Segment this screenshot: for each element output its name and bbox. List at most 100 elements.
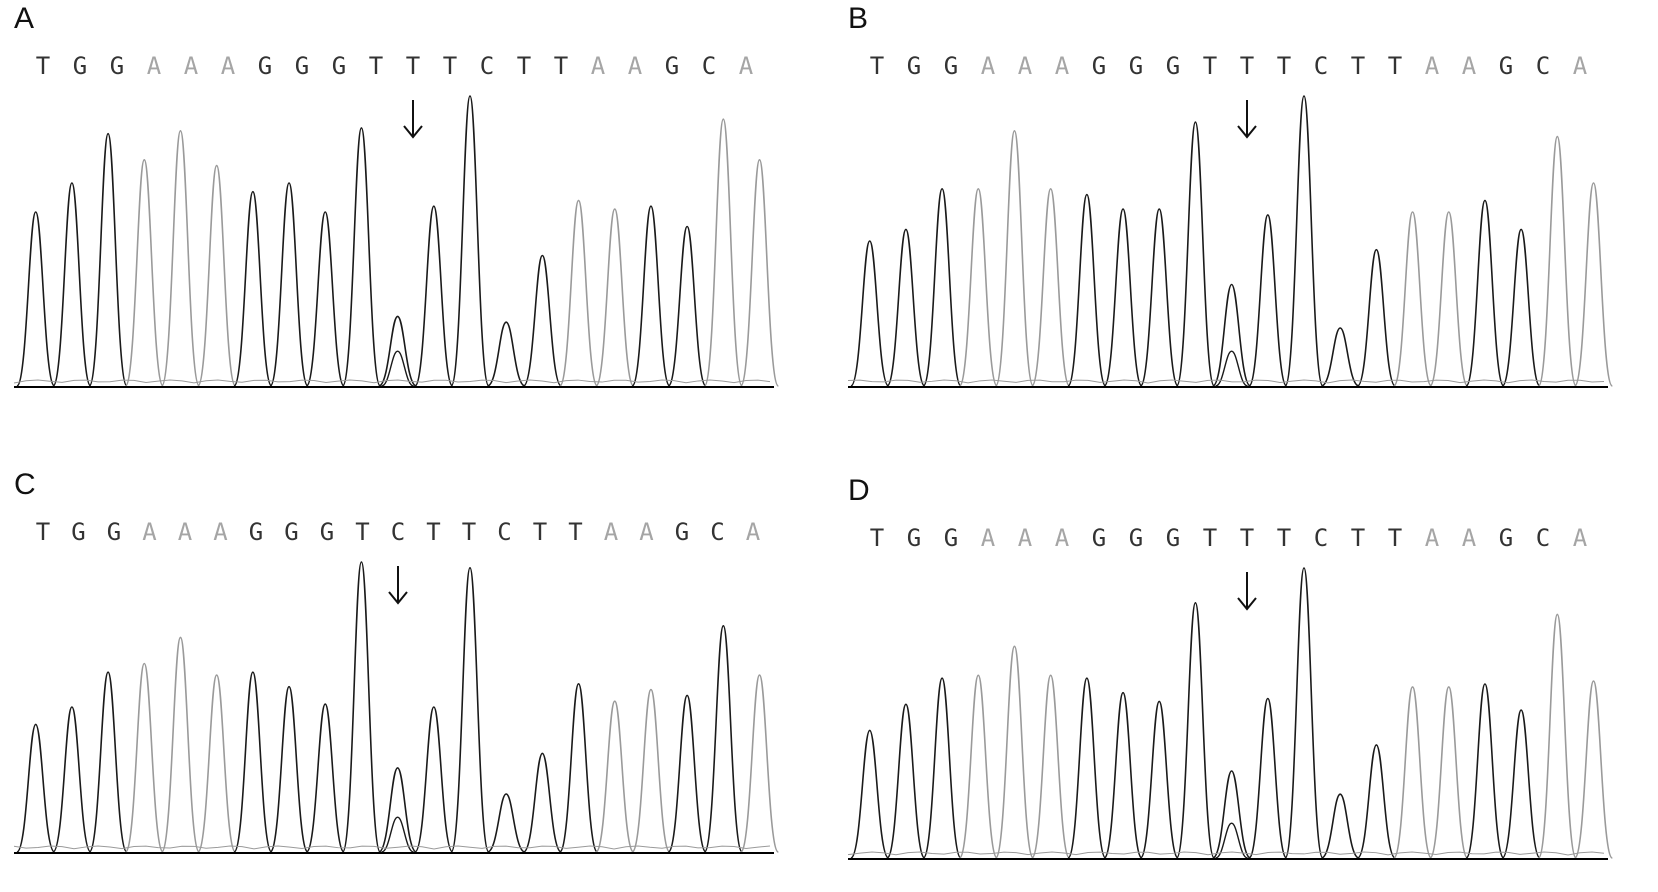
base-b-7: G <box>1128 52 1144 80</box>
peak-a-1 <box>52 182 92 387</box>
base-b-6: G <box>1091 52 1107 80</box>
peak-c-20 <box>739 674 780 853</box>
secondary-peak-c <box>381 816 414 853</box>
base-b-14: T <box>1387 52 1403 80</box>
peak-d-6 <box>1067 677 1107 859</box>
base-c-1: G <box>71 518 86 546</box>
peak-a-10 <box>378 315 417 387</box>
peak-d-18 <box>1501 709 1541 859</box>
peak-b-2 <box>922 187 962 387</box>
base-d-8: G <box>1165 524 1181 552</box>
peak-b-19 <box>1537 135 1577 387</box>
base-a-16: A <box>627 52 643 80</box>
trace-b <box>847 95 1614 388</box>
mutation-arrow-a <box>403 100 423 139</box>
base-c-11: T <box>426 518 441 546</box>
base-a-18: C <box>701 52 717 80</box>
peak-b-17 <box>1465 199 1505 387</box>
trace-d <box>847 567 1614 860</box>
peak-d-20 <box>1573 680 1614 859</box>
peak-b-3 <box>958 187 998 387</box>
mutation-arrow-b <box>1237 100 1257 139</box>
base-d-1: G <box>906 524 922 552</box>
peak-a-0 <box>16 211 56 387</box>
peak-a-18 <box>667 225 707 387</box>
peak-d-0 <box>850 729 890 859</box>
peak-d-2 <box>922 677 962 859</box>
peak-b-9 <box>1175 121 1216 387</box>
base-c-20: A <box>745 518 761 546</box>
base-a-5: A <box>220 52 236 80</box>
base-c-7: G <box>284 518 299 546</box>
base-d-7: G <box>1128 524 1144 552</box>
base-a-7: G <box>294 52 310 80</box>
peak-b-11 <box>1248 214 1288 387</box>
peak-d-19 <box>1537 613 1577 859</box>
base-d-0: T <box>869 524 885 552</box>
peak-c-16 <box>595 700 635 853</box>
base-d-14: T <box>1387 524 1403 552</box>
base-a-13: T <box>516 52 532 80</box>
trace-a <box>13 95 780 388</box>
base-b-5: A <box>1054 52 1070 80</box>
base-d-4: A <box>1017 524 1033 552</box>
base-d-10: T <box>1239 524 1255 552</box>
peak-d-7 <box>1103 691 1143 859</box>
peak-c-19 <box>703 624 743 853</box>
peak-a-3 <box>124 158 164 387</box>
base-d-6: G <box>1091 524 1107 552</box>
peak-c-3 <box>124 662 164 853</box>
baseline-noise-b <box>847 379 1605 384</box>
peak-d-13 <box>1320 793 1360 859</box>
base-c-0: T <box>35 518 51 546</box>
baseline-noise-a <box>13 379 771 384</box>
peak-d-14 <box>1356 744 1396 859</box>
peak-a-13 <box>486 321 526 387</box>
peak-c-4 <box>160 636 201 853</box>
peak-c-18 <box>667 694 707 853</box>
base-b-16: A <box>1461 52 1477 80</box>
mutation-arrow-c <box>388 566 408 605</box>
peak-d-8 <box>1139 700 1179 859</box>
base-b-3: A <box>980 52 996 80</box>
peak-a-5 <box>197 164 237 387</box>
base-b-10: T <box>1239 52 1255 80</box>
base-b-9: T <box>1202 52 1218 80</box>
base-c-19: C <box>710 518 725 546</box>
base-c-17: A <box>639 518 654 546</box>
peak-a-8 <box>305 211 345 387</box>
peak-b-4 <box>994 129 1035 387</box>
base-d-11: T <box>1276 524 1292 552</box>
base-c-13: C <box>497 518 512 546</box>
peak-c-10 <box>378 767 417 853</box>
peak-b-1 <box>886 228 926 387</box>
peak-c-15 <box>558 682 599 853</box>
peak-c-14 <box>522 752 562 853</box>
peak-d-1 <box>886 703 926 859</box>
base-d-17: G <box>1498 524 1514 552</box>
base-b-13: T <box>1350 52 1366 80</box>
peak-c-9 <box>341 561 382 853</box>
base-b-1: G <box>906 52 922 80</box>
base-b-11: T <box>1276 52 1292 80</box>
base-b-12: C <box>1313 52 1329 80</box>
peak-c-13 <box>486 793 526 853</box>
peak-c-2 <box>88 671 128 853</box>
peak-c-6 <box>233 671 273 853</box>
base-d-3: A <box>980 524 996 552</box>
peak-a-9 <box>341 127 382 387</box>
peak-b-16 <box>1429 211 1469 387</box>
base-c-14: T <box>532 518 548 546</box>
base-b-17: G <box>1498 52 1514 80</box>
baseline-noise-c <box>13 845 771 850</box>
peak-a-15 <box>558 199 599 387</box>
trace-c <box>13 561 780 854</box>
base-b-19: A <box>1572 52 1588 80</box>
peak-a-6 <box>233 190 273 387</box>
